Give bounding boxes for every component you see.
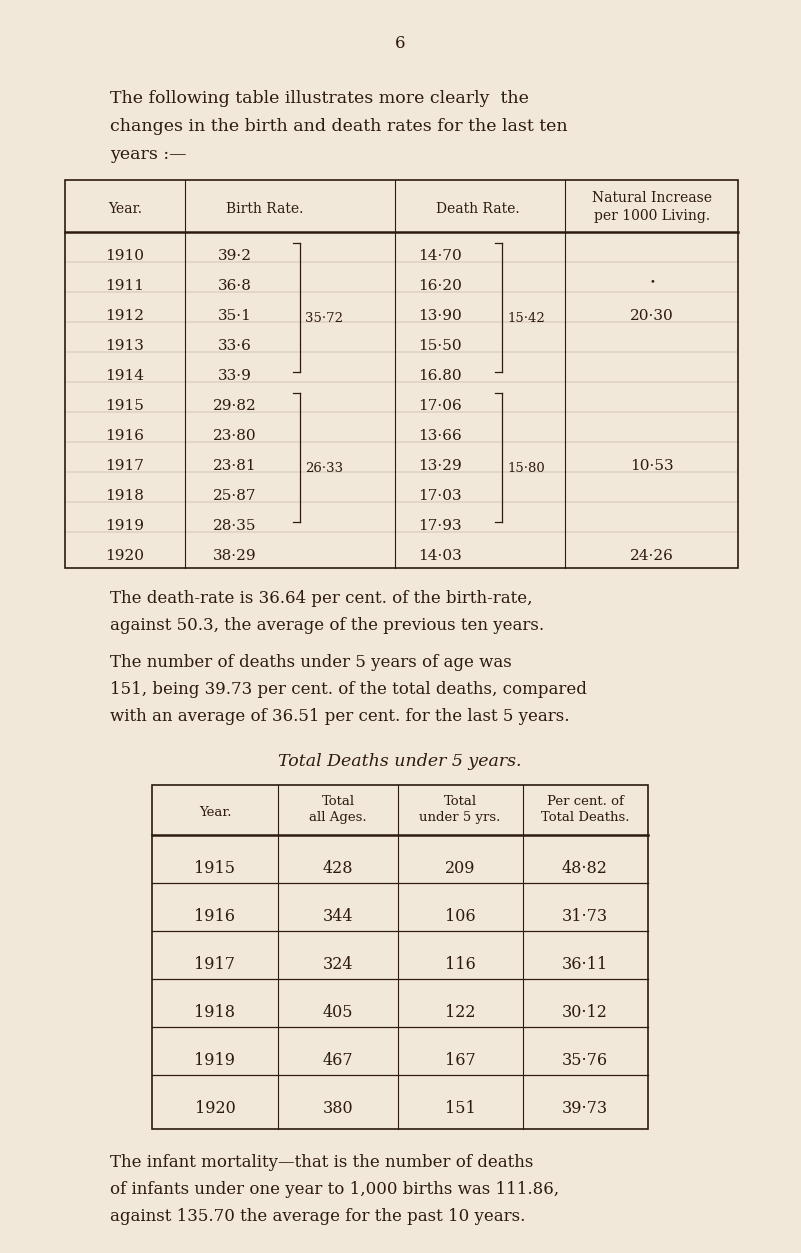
Text: under 5 yrs.: under 5 yrs. [419, 811, 501, 824]
Text: Total Deaths under 5 years.: Total Deaths under 5 years. [278, 753, 521, 771]
Text: 35·1: 35·1 [218, 309, 252, 323]
Text: 1915: 1915 [195, 860, 235, 877]
Text: against 135.70 the average for the past 10 years.: against 135.70 the average for the past … [110, 1208, 525, 1225]
Text: 116: 116 [445, 956, 475, 974]
Text: years :—: years :— [110, 147, 187, 163]
Text: 14·03: 14·03 [418, 549, 462, 564]
Text: of infants under one year to 1,000 births was 111.86,: of infants under one year to 1,000 birth… [110, 1182, 559, 1198]
Text: 1915: 1915 [106, 400, 144, 413]
Text: 344: 344 [323, 908, 353, 925]
Text: 36·8: 36·8 [218, 279, 252, 293]
Text: Year.: Year. [108, 202, 142, 216]
Text: 23·81: 23·81 [213, 460, 257, 474]
Text: The number of deaths under 5 years of age was: The number of deaths under 5 years of ag… [110, 654, 512, 672]
Text: 28·35: 28·35 [213, 520, 257, 534]
Text: The death-rate is 36.64 per cent. of the birth-rate,: The death-rate is 36.64 per cent. of the… [110, 590, 533, 606]
Text: Birth Rate.: Birth Rate. [227, 202, 304, 216]
Text: against 50.3, the average of the previous ten years.: against 50.3, the average of the previou… [110, 616, 544, 634]
Text: 17·93: 17·93 [418, 520, 462, 534]
Text: Total: Total [321, 794, 355, 808]
Text: 1919: 1919 [195, 1053, 235, 1069]
Text: 15·80: 15·80 [507, 462, 545, 475]
Text: 13·29: 13·29 [418, 460, 462, 474]
Text: 29·82: 29·82 [213, 400, 257, 413]
Text: 1920: 1920 [195, 1100, 235, 1116]
Text: 6: 6 [395, 35, 405, 53]
Text: 1917: 1917 [106, 460, 144, 474]
Text: 1918: 1918 [106, 490, 144, 504]
Text: 36·11: 36·11 [562, 956, 608, 974]
Text: 39·2: 39·2 [218, 249, 252, 263]
Text: 1910: 1910 [106, 249, 144, 263]
Text: 428: 428 [323, 860, 353, 877]
Text: 1916: 1916 [195, 908, 235, 925]
Text: 31·73: 31·73 [562, 908, 608, 925]
Text: •: • [649, 277, 655, 286]
Text: 1913: 1913 [106, 340, 144, 353]
Text: 405: 405 [323, 1004, 353, 1021]
Text: 17·03: 17·03 [418, 490, 462, 504]
Text: 38·29: 38·29 [213, 549, 257, 564]
Text: 33·9: 33·9 [218, 370, 252, 383]
Text: 151: 151 [445, 1100, 475, 1116]
Text: 26·33: 26·33 [305, 462, 343, 475]
Text: 1918: 1918 [195, 1004, 235, 1021]
Text: 1911: 1911 [106, 279, 144, 293]
Text: Per cent. of: Per cent. of [546, 794, 623, 808]
Text: changes in the birth and death rates for the last ten: changes in the birth and death rates for… [110, 118, 568, 135]
Text: 1920: 1920 [106, 549, 144, 564]
Text: 24·26: 24·26 [630, 549, 674, 564]
Text: Year.: Year. [199, 806, 231, 819]
Text: 35·76: 35·76 [562, 1053, 608, 1069]
Text: 13·90: 13·90 [418, 309, 462, 323]
Text: all Ages.: all Ages. [309, 811, 367, 824]
Text: 16.80: 16.80 [418, 370, 462, 383]
Text: 380: 380 [323, 1100, 353, 1116]
Text: The infant mortality—that is the number of deaths: The infant mortality—that is the number … [110, 1154, 533, 1172]
Text: 25·87: 25·87 [213, 490, 257, 504]
Text: 10·53: 10·53 [630, 460, 674, 474]
Text: 167: 167 [445, 1053, 475, 1069]
Text: 15·50: 15·50 [418, 340, 462, 353]
Bar [152, 784, 648, 1129]
Text: per 1000 Living.: per 1000 Living. [594, 208, 710, 223]
Text: The following table illustrates more clearly  the: The following table illustrates more cle… [110, 90, 529, 107]
Text: with an average of 36.51 per cent. for the last 5 years.: with an average of 36.51 per cent. for t… [110, 708, 570, 725]
Text: 30·12: 30·12 [562, 1004, 608, 1021]
Text: 122: 122 [445, 1004, 475, 1021]
Text: 15·42: 15·42 [507, 312, 545, 325]
Text: 23·80: 23·80 [213, 430, 257, 444]
Text: 1916: 1916 [106, 430, 144, 444]
Text: 39·73: 39·73 [562, 1100, 608, 1116]
Text: 151, being 39.73 per cent. of the total deaths, compared: 151, being 39.73 per cent. of the total … [110, 680, 587, 698]
Text: 14·70: 14·70 [418, 249, 462, 263]
Text: 20·30: 20·30 [630, 309, 674, 323]
Text: 1914: 1914 [106, 370, 144, 383]
Text: 106: 106 [445, 908, 475, 925]
Text: Natural Increase: Natural Increase [592, 192, 712, 205]
Text: 13·66: 13·66 [418, 430, 462, 444]
Text: 1919: 1919 [106, 520, 144, 534]
Text: Total Deaths.: Total Deaths. [541, 811, 630, 824]
Text: 35·72: 35·72 [305, 312, 343, 325]
Bar [65, 180, 738, 568]
Text: 209: 209 [445, 860, 475, 877]
Text: 16·20: 16·20 [418, 279, 462, 293]
Text: 1912: 1912 [106, 309, 144, 323]
Text: 48·82: 48·82 [562, 860, 608, 877]
Text: Total: Total [444, 794, 477, 808]
Text: 324: 324 [323, 956, 353, 974]
Text: 467: 467 [323, 1053, 353, 1069]
Text: Death Rate.: Death Rate. [437, 202, 520, 216]
Text: 1917: 1917 [195, 956, 235, 974]
Text: 17·06: 17·06 [418, 400, 462, 413]
Text: 33·6: 33·6 [218, 340, 252, 353]
